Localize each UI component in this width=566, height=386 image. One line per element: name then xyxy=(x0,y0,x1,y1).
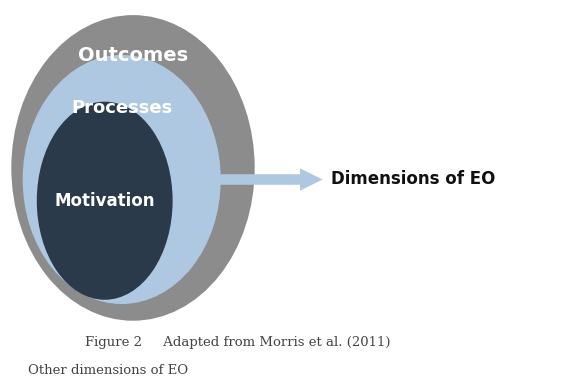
Text: Dimensions of EO: Dimensions of EO xyxy=(331,171,495,188)
Text: Outcomes: Outcomes xyxy=(78,46,188,66)
Text: Motivation: Motivation xyxy=(54,192,155,210)
FancyArrow shape xyxy=(218,168,323,191)
Text: Processes: Processes xyxy=(71,99,172,117)
Text: Other dimensions of EO: Other dimensions of EO xyxy=(28,364,188,377)
Ellipse shape xyxy=(11,15,255,321)
Ellipse shape xyxy=(37,102,173,300)
Text: Figure 2     Adapted from Morris et al. (2011): Figure 2 Adapted from Morris et al. (201… xyxy=(85,336,391,349)
Ellipse shape xyxy=(23,55,221,304)
